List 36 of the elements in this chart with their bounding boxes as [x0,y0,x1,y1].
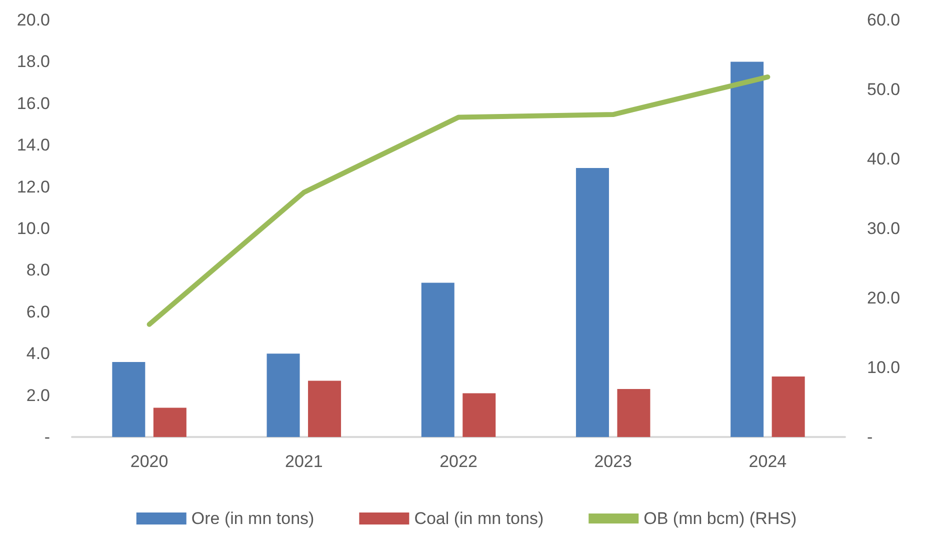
x-tick-label: 2020 [130,452,168,471]
bar [772,376,805,437]
x-tick-label: 2024 [748,452,787,471]
x-tick-label: 2021 [284,452,323,471]
y-tick-label: 18.0 [16,52,50,72]
y2-tick-label: 20.0 [867,288,900,308]
bar [617,389,650,437]
bar [308,380,342,437]
x-tick-label: 2023 [594,452,632,471]
legend-label: Ore (in mn tons) [191,509,314,528]
legend-label: Coal (in mn tons) [414,509,544,528]
y2-tick-label: 40.0 [867,150,900,168]
bar [730,62,764,437]
y-tick-label: 16.0 [16,94,50,113]
bar [266,354,300,437]
y-tick-label: 2.0 [26,386,50,405]
y-tick-label: 14.0 [16,136,50,155]
y2-tick-label: 10.0 [867,358,900,377]
y-tick-label: 12.0 [16,177,50,196]
bar [153,408,186,437]
y2-tick-label: 30.0 [867,219,900,238]
y2-tick-label: 50.0 [867,80,900,99]
bar [462,393,496,437]
bar [576,168,609,437]
y-tick-label: 6.0 [26,302,50,322]
bar [112,362,146,437]
y-tick-label: 8.0 [26,260,50,280]
y-tick-label: - [44,428,50,446]
x-tick-label: 2022 [440,452,478,471]
y2-tick-label: - [867,428,873,446]
y2-tick-label: 60.0 [867,10,900,30]
y-tick-label: 10.0 [16,219,50,238]
legend-label: OB (mn bcm) (RHS) [644,509,797,528]
y-tick-label: 4.0 [26,344,50,364]
y-tick-label: 20.0 [16,10,50,30]
bar [421,282,454,437]
